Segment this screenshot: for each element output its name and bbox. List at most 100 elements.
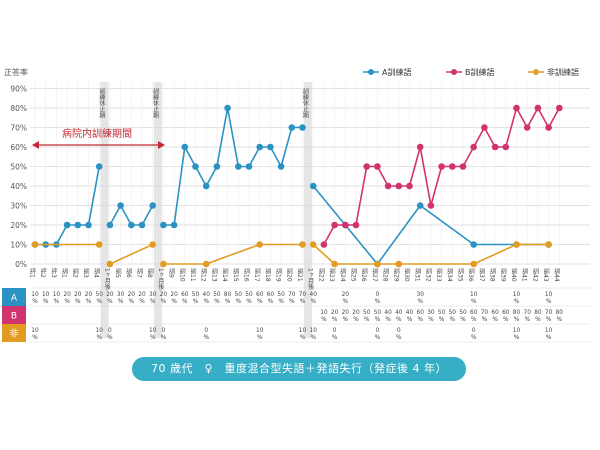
x-tick-label: 訓7 [136,267,143,278]
table-cell-value: 20 [342,310,350,316]
data-point-a [85,221,92,229]
legend-label-a: A訓練語 [382,67,411,77]
y-tick-label: 30% [10,202,27,211]
data-point-b [502,143,510,151]
data-point-a [106,221,114,229]
table-cell-value: 60 [502,310,510,316]
table-cell-value: 50 [459,310,467,316]
x-tick-label: 訓31 [414,267,421,282]
legend-marker-b [451,69,457,75]
table-cell-unit: % [546,317,552,323]
data-point-b [406,182,413,190]
table-cell-value: 10 [31,328,39,334]
table-cell-value: 50 [374,310,382,316]
table-cell-value: 0 [376,328,380,334]
table-cell-unit: % [450,317,456,323]
table-cell-unit: % [161,335,167,341]
x-tick-label: 訓35 [457,267,464,282]
table-cell-unit: % [289,299,295,305]
table-cell-value: 70 [481,310,489,316]
table-cell-value: 70 [299,292,307,298]
table-cell-unit: % [32,299,38,305]
table-cell-unit: % [161,299,167,305]
x-tick-label: 訓41 [521,267,528,282]
table-cell-unit: % [310,335,316,341]
data-point-c [299,241,306,248]
legend-label-b: B訓練語 [465,67,495,77]
table-cell-unit: % [203,335,209,341]
x-tick-label: 訓1 [61,267,68,278]
table-cell-unit: % [150,335,156,341]
x-tick-label: 訓8 [146,267,153,278]
table-cell-value: 30 [149,292,157,298]
table-cell-unit: % [396,335,402,341]
table-cell-unit: % [75,299,81,305]
x-tick-label: 訓27 [371,267,378,282]
table-cell-unit: % [514,317,520,323]
x-tick-label: 訓9 [168,267,175,278]
data-point-b [449,163,456,170]
data-point-b [395,182,403,190]
y-tick-label: 50% [10,163,27,172]
table-cell-unit: % [43,299,49,305]
table-cell-value: 0 [162,328,166,334]
table-cell-value: 30 [417,292,425,298]
table-cell-unit: % [54,299,60,305]
x-tick-label: 訓17 [253,267,260,282]
table-cell-value: 80 [534,310,542,316]
data-point-c [395,260,403,268]
table-cell-value: 60 [470,310,478,316]
table-cell-value: 60 [267,292,275,298]
table-cell-unit: % [482,317,488,323]
hospital-training-period-bracket: 病院内訓練期間 [32,127,165,149]
data-point-a [63,221,71,229]
table-cell-value: 40 [395,310,403,316]
data-point-c [545,241,552,248]
table-row-label: B [11,312,17,322]
table-cell-value: 0 [472,328,476,334]
data-point-b [374,163,381,170]
table-cell-unit: % [236,299,242,305]
table-cell-unit: % [557,317,563,323]
table-cell-unit: % [300,299,306,305]
data-point-b [545,124,552,131]
table-cell-unit: % [546,335,552,341]
x-tick-label: 訓26 [360,267,367,282]
data-point-a [235,163,242,170]
x-tick-label: 訓34 [446,267,453,282]
y-tick-label: 10% [10,241,27,250]
table-cell-value: 20 [74,292,82,298]
table-cell-unit: % [460,317,466,323]
data-point-a [309,182,317,190]
table-cell-unit: % [118,299,124,305]
table-cell-unit: % [503,317,509,323]
data-point-c [256,241,264,248]
data-point-b [491,143,499,151]
x-tick-label: 訓43 [542,267,549,282]
x-tick-label: 訓32 [424,267,431,282]
data-point-a [74,221,82,229]
x-tick-label: 訓6 [125,267,132,278]
data-point-c [95,241,103,248]
data-point-a [181,143,189,151]
grid [30,82,590,265]
pause-band [100,82,109,338]
table-cell-unit: % [343,317,349,323]
table-cell-unit: % [375,317,381,323]
y-tick-label: 70% [10,124,27,133]
y-tick-label: 0% [15,260,27,269]
data-point-a [170,221,178,229]
table-row-label-bg [2,324,26,342]
x-tick-label: 訓28 [382,267,389,282]
table-row-label: 非 [9,328,18,340]
table-cell-unit: % [214,299,220,305]
table-cell-value: 0 [333,328,337,334]
table-cell-unit: % [246,299,252,305]
series-line-a [163,107,303,226]
data-point-b [534,104,542,112]
table-cell-value: 60 [181,292,189,298]
series-line-c [109,243,154,265]
pause-shading [100,82,312,338]
x-tick-label: 訓44 [553,267,560,282]
table-cell-unit: % [268,299,274,305]
